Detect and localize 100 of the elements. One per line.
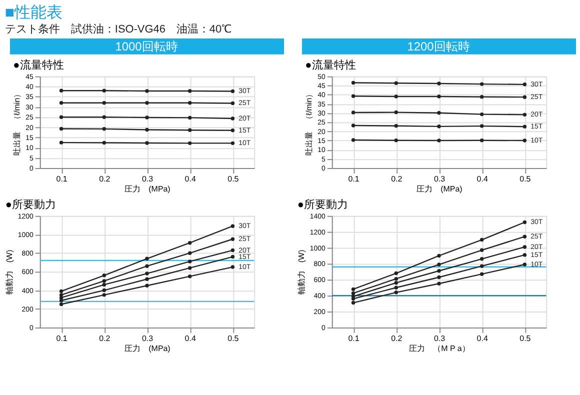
point <box>188 89 192 93</box>
point <box>480 112 484 116</box>
point <box>480 138 484 142</box>
point <box>480 272 484 276</box>
point <box>394 94 398 98</box>
point <box>437 124 441 128</box>
point <box>437 282 441 286</box>
x-tick-label: 0.5 <box>520 174 532 184</box>
point <box>522 234 527 238</box>
x-tick-label: 0.5 <box>228 174 240 184</box>
x-tick-label: 0.2 <box>99 174 111 184</box>
point <box>522 82 527 86</box>
x-tick-label: 0.4 <box>476 174 488 184</box>
point <box>522 245 527 249</box>
y-axis-title: 軸動力 (W) <box>296 249 306 295</box>
point <box>437 94 441 98</box>
x-tick-label: 0.4 <box>184 174 196 184</box>
point <box>188 141 192 146</box>
point <box>437 254 441 258</box>
y-axis-title: 吐出量 （ℓ/min） <box>304 90 314 156</box>
point <box>480 264 484 268</box>
point <box>230 248 235 252</box>
point <box>59 115 64 119</box>
point <box>480 257 484 261</box>
x-tick-label: 0.1 <box>348 334 360 343</box>
point <box>230 89 235 94</box>
x-tick-label: 0.5 <box>228 334 240 343</box>
chart-subtitle: 1000回転時 <box>115 39 178 54</box>
point <box>102 100 106 105</box>
point <box>102 282 106 287</box>
point <box>188 266 192 270</box>
point <box>188 251 192 255</box>
point <box>437 262 441 266</box>
point <box>351 138 356 142</box>
point <box>145 100 149 105</box>
point <box>437 138 441 142</box>
point <box>188 274 192 278</box>
point <box>145 284 149 288</box>
point <box>145 141 149 145</box>
point <box>351 80 356 85</box>
point <box>59 126 64 131</box>
point <box>351 110 356 114</box>
point <box>351 94 356 98</box>
point <box>522 112 527 117</box>
point <box>480 248 484 252</box>
x-tick-label: 0.5 <box>520 334 532 343</box>
point <box>102 288 106 292</box>
point <box>351 291 356 296</box>
x-tick-label: 0.1 <box>348 174 360 184</box>
point <box>188 116 192 120</box>
point <box>188 240 192 245</box>
x-axis-title: 圧力 （M P a） <box>409 344 470 353</box>
point <box>188 100 192 105</box>
point <box>394 110 398 114</box>
point <box>230 101 235 106</box>
point <box>188 260 192 264</box>
point <box>59 100 64 105</box>
point <box>230 141 235 146</box>
point <box>351 300 356 305</box>
x-axis-title: 圧力 (MPa) <box>416 184 463 194</box>
point <box>145 277 149 281</box>
point <box>437 82 441 86</box>
point <box>351 287 356 292</box>
point <box>480 95 484 99</box>
x-tick-label: 0.4 <box>476 334 488 343</box>
point <box>394 81 398 85</box>
point <box>102 127 106 131</box>
chart-subtitle: 1200回転時 <box>407 39 470 54</box>
x-tick-label: 0.2 <box>391 334 403 343</box>
chart-title: ●流量特性 <box>305 58 356 72</box>
point <box>522 220 527 224</box>
point <box>230 265 235 269</box>
point <box>480 124 484 128</box>
x-tick-label: 0.2 <box>99 334 111 343</box>
point <box>351 124 356 128</box>
point <box>59 302 64 306</box>
x-tick-label: 0.2 <box>391 174 403 184</box>
point <box>394 271 398 276</box>
point <box>522 95 527 99</box>
point <box>394 124 398 128</box>
point <box>394 138 398 142</box>
point <box>437 110 441 115</box>
point <box>102 88 106 92</box>
y-axis-title: 軸動力 (W) <box>4 249 14 295</box>
x-tick-label: 0.1 <box>56 334 68 343</box>
chart-title: ●所要動力 <box>297 198 348 211</box>
point <box>437 275 441 280</box>
x-tick-label: 0.4 <box>184 334 196 343</box>
x-tick-label: 0.3 <box>434 174 446 184</box>
point <box>522 124 527 128</box>
point <box>145 116 149 120</box>
point <box>145 264 149 268</box>
y-axis-title: 吐出量 （ℓ/min） <box>12 90 22 156</box>
chart-title: ●所要動力 <box>5 198 56 211</box>
point <box>480 82 484 86</box>
text: ■性能表 <box>4 4 63 22</box>
point <box>59 298 64 302</box>
point <box>394 276 398 281</box>
text: テスト条件 試供油：ISO-VG46 油温：40℃ <box>4 22 232 36</box>
point <box>102 140 106 145</box>
